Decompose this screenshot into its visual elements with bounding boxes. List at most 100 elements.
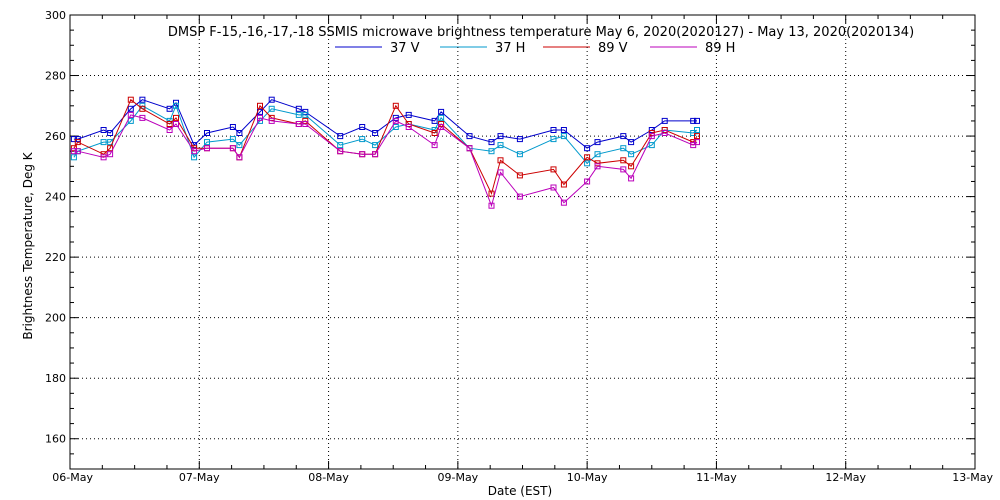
data-point [257, 102, 263, 109]
data-point [139, 96, 146, 103]
data-point [392, 124, 399, 130]
grid [70, 15, 975, 469]
data-point [628, 175, 635, 182]
data-point [229, 145, 236, 152]
data-point [497, 133, 504, 140]
data-point [620, 145, 627, 152]
data-point [694, 127, 700, 133]
data-point [107, 130, 114, 136]
data-point [268, 105, 275, 112]
data-point [488, 148, 495, 155]
data-point [337, 133, 344, 140]
data-point [100, 139, 107, 146]
data-point [229, 124, 236, 130]
data-point [107, 145, 114, 152]
data-point [236, 130, 243, 136]
data-point [661, 117, 668, 124]
data-point [359, 136, 366, 143]
plot-frame [69, 14, 976, 470]
data-point [516, 172, 523, 179]
data-point [74, 148, 81, 155]
data-point [550, 166, 557, 173]
data-point [236, 142, 243, 149]
data-point [694, 139, 700, 146]
data-point [295, 111, 302, 118]
data-point [191, 154, 198, 161]
data-point [127, 117, 134, 124]
data-point [74, 139, 81, 146]
data-point [516, 151, 523, 158]
x-tick-label: 09-May [437, 471, 478, 484]
data-point [204, 130, 210, 136]
x-tick-label: 13-May [952, 471, 993, 484]
x-tick-label: 06-May [52, 471, 93, 484]
data-point [560, 127, 567, 133]
data-point [173, 102, 179, 109]
data-point [295, 121, 302, 127]
legend-label: 89 V [598, 41, 628, 56]
series-layer [70, 96, 700, 209]
y-tick-label: 180 [45, 372, 66, 385]
data-point [431, 117, 438, 124]
y-tick-label: 240 [45, 191, 66, 204]
data-point [372, 142, 379, 149]
data-point [594, 139, 601, 146]
data-point [438, 124, 445, 130]
data-point [166, 127, 173, 133]
data-point [337, 142, 344, 149]
data-point [488, 202, 495, 209]
data-point [236, 154, 243, 161]
data-point [107, 151, 114, 158]
data-point [594, 151, 601, 158]
data-point [100, 127, 107, 133]
series-line-37-v [73, 99, 697, 149]
data-point [204, 139, 210, 146]
data-point [431, 130, 438, 136]
y-tick-label: 260 [45, 130, 66, 143]
data-point [302, 117, 309, 124]
data-point [438, 108, 445, 115]
y-tick-label: 160 [45, 433, 66, 446]
data-point [497, 142, 504, 149]
data-point [516, 136, 523, 143]
data-point [550, 184, 557, 191]
data-point [560, 199, 567, 206]
axes: 160 180 200 220 240 260 280 300 06-May 07-May 08-M… [45, 9, 993, 484]
data-point [372, 151, 379, 158]
data-point [560, 133, 567, 140]
legend: 37 V 37 H 89 V 89 H [335, 41, 735, 56]
data-point [139, 105, 146, 112]
x-tick-label: 07-May [179, 471, 220, 484]
data-point [690, 117, 697, 124]
data-point [337, 148, 344, 155]
data-point [100, 151, 107, 158]
x-tick-label: 10-May [567, 471, 608, 484]
data-point [648, 133, 655, 140]
data-point [694, 117, 700, 124]
series-line-37-h [73, 104, 698, 165]
data-point [173, 114, 179, 121]
data-point [166, 105, 173, 112]
data-point [359, 151, 366, 158]
data-point [628, 163, 635, 170]
data-point [550, 136, 557, 143]
data-point [488, 139, 495, 146]
data-point [392, 117, 399, 124]
data-point [516, 193, 523, 200]
data-point [620, 133, 627, 140]
data-point [70, 154, 77, 161]
data-point [372, 130, 379, 136]
data-point [661, 130, 668, 136]
data-point [191, 148, 198, 155]
data-point [648, 142, 655, 149]
data-point [584, 160, 591, 167]
series-line-89-v [73, 98, 698, 196]
data-point [584, 145, 591, 152]
data-point [392, 102, 399, 109]
legend-label: 37 V [390, 41, 420, 56]
data-point [694, 133, 700, 140]
y-axis-title: Brightness Temperature, Deg K [21, 151, 35, 339]
chart-title: DMSP F-15,-16,-17,-18 SSMIS microwave br… [168, 25, 914, 40]
data-point [620, 157, 627, 164]
